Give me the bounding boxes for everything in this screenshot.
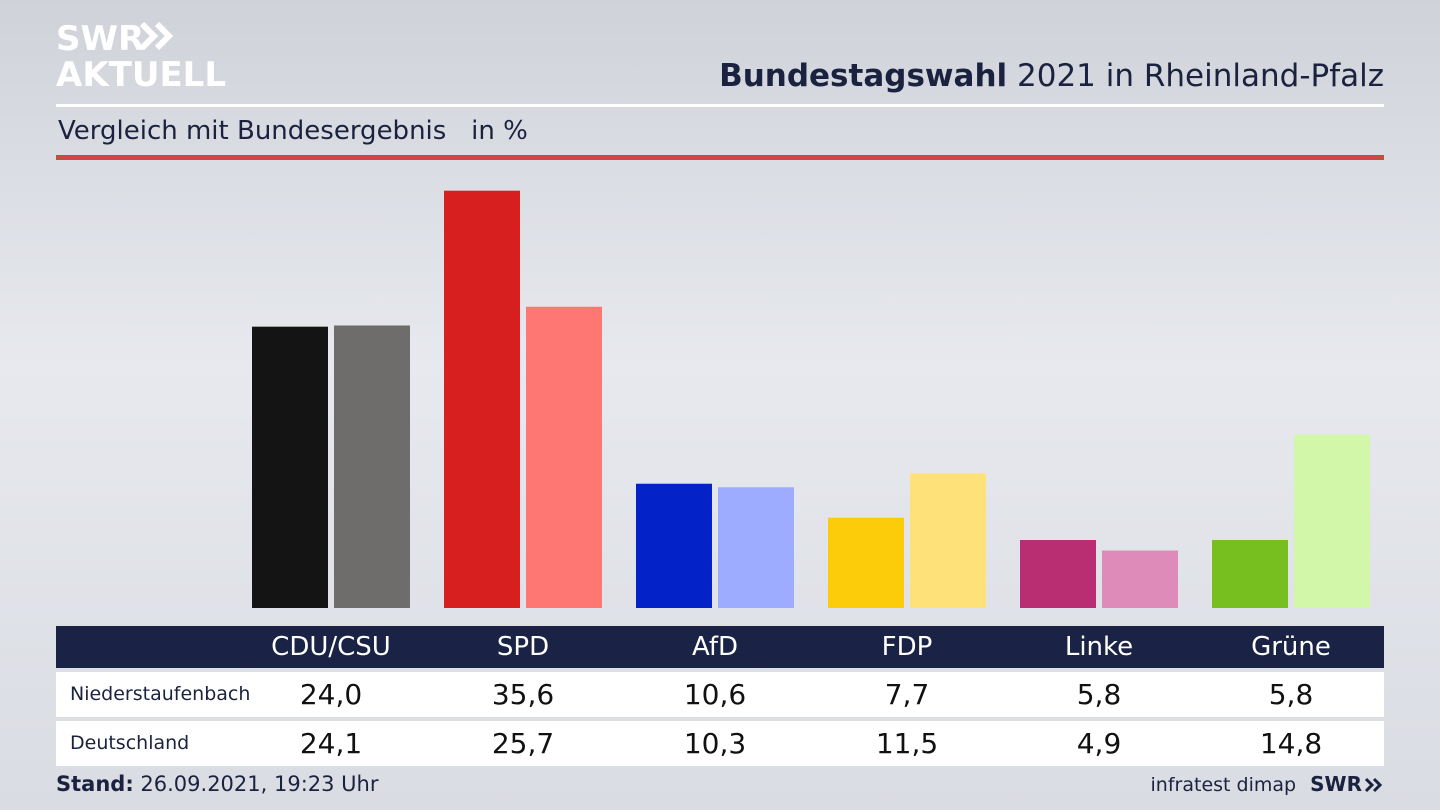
logo-chevrons-icon (139, 21, 174, 51)
table-row-local: Niederstaufenbach 24,0 35,6 10,6 7,7 5,8 5,8 (56, 672, 1384, 717)
source-text: infratest dimap (1150, 774, 1297, 796)
bar-chart (252, 190, 1370, 608)
bar-afd-national (718, 487, 794, 608)
bar-fdp-local (828, 517, 904, 608)
value-cell: 10,3 (683, 727, 747, 760)
logo-text-swr: SWR (56, 19, 144, 59)
column-header: AfD (691, 632, 739, 662)
timestamp-label: Stand: (56, 772, 134, 796)
footer-chevrons-icon (1364, 777, 1383, 793)
bar-fdp-national (910, 473, 986, 608)
value-cell: 24,0 (299, 678, 363, 711)
page-title: Bundestagswahl 2021 in Rheinland-Pfalz (719, 58, 1384, 94)
bar-cdu-csu-national (334, 325, 410, 608)
column-header: CDU/CSU (271, 632, 391, 662)
bar-cdu-csu-local (252, 326, 328, 608)
value-cell: 35,6 (491, 678, 555, 711)
swr-aktuell-logo: SWR AKTUELL (56, 19, 226, 92)
bar-spd-local (444, 190, 520, 608)
timestamp-value: 26.09.2021, 19:23 Uhr (133, 772, 379, 796)
column-header: FDP (881, 632, 933, 662)
row-label: Deutschland (70, 732, 190, 754)
bar-grüne-local (1212, 540, 1288, 608)
results-table: CDU/CSU SPD AfD FDP Linke Grüne Niederstaufen… (56, 626, 1384, 766)
table-header: CDU/CSU SPD AfD FDP Linke Grüne (56, 626, 1384, 668)
bar-linke-national (1102, 550, 1178, 608)
value-cell: 11,5 (875, 727, 939, 760)
logo-text-aktuell: AKTUELL (56, 55, 226, 92)
accent-divider (56, 155, 1384, 160)
row-label: Niederstaufenbach (70, 683, 251, 705)
title-bold: Bundestagswahl (719, 58, 1008, 94)
value-cell: 25,7 (491, 727, 555, 760)
column-header: Linke (1064, 632, 1134, 662)
bar-grüne-national (1294, 434, 1370, 608)
value-cell: 7,7 (884, 678, 930, 711)
value-cell: 10,6 (683, 678, 747, 711)
footer-swr-text: SWR (1310, 772, 1362, 796)
footer-swr-logo: SWR (1310, 772, 1384, 796)
value-cell: 24,1 (299, 727, 363, 760)
bar-linke-local (1020, 540, 1096, 608)
table-row-national: Deutschland 24,1 25,7 10,3 11,5 4,9 14,8 (56, 721, 1384, 766)
column-header: Grüne (1251, 632, 1331, 662)
value-cell: 4,9 (1076, 727, 1122, 760)
title-rest: 2021 in Rheinland-Pfalz (1007, 58, 1384, 94)
source-credit: infratest dimap SWR (1151, 772, 1384, 796)
bar-spd-national (526, 306, 602, 608)
value-cell: 5,8 (1268, 678, 1314, 711)
value-cell: 14,8 (1259, 727, 1323, 760)
value-cell: 5,8 (1076, 678, 1122, 711)
bar-afd-local (636, 483, 712, 608)
header-divider (56, 104, 1384, 107)
chart-subtitle: Vergleich mit Bundesergebnis in % (58, 116, 528, 146)
column-header: SPD (496, 632, 550, 662)
timestamp: Stand: 26.09.2021, 19:23 Uhr (56, 772, 379, 796)
